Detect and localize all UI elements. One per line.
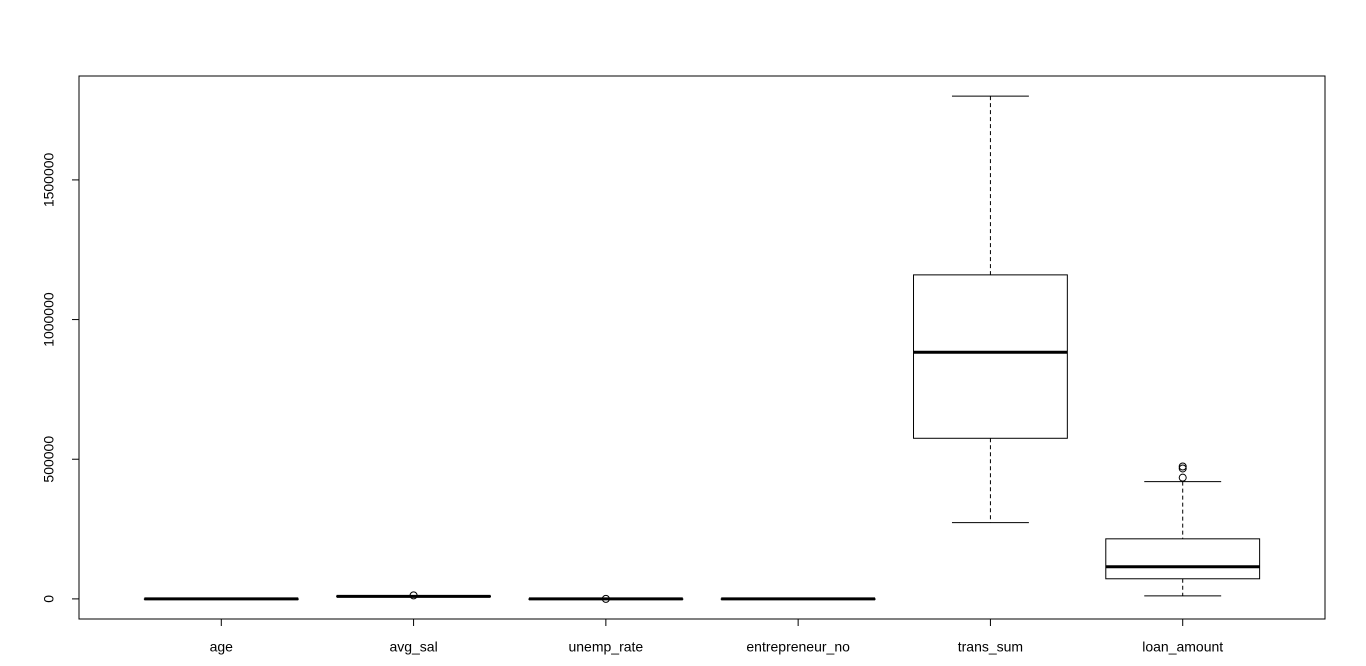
x-tick-label: trans_sum xyxy=(958,639,1023,655)
y-tick-label: 1000000 xyxy=(41,292,57,347)
box xyxy=(1105,538,1261,580)
outlier xyxy=(601,594,610,603)
y-tick-label: 1500000 xyxy=(41,152,57,207)
outlier xyxy=(1178,462,1187,471)
box xyxy=(913,274,1068,439)
y-tick-label: 0 xyxy=(41,595,57,603)
y-tick-label: 500000 xyxy=(41,436,57,483)
x-tick-label: avg_sal xyxy=(389,639,437,655)
x-tick-label: unemp_rate xyxy=(568,639,643,655)
x-tick-label: loan_amount xyxy=(1142,639,1223,655)
outlier xyxy=(1178,464,1187,473)
plot-frame xyxy=(78,75,1326,620)
x-tick-label: entrepreneur_no xyxy=(746,639,850,655)
outlier xyxy=(1178,473,1187,482)
x-tick-label: age xyxy=(210,639,234,655)
outlier xyxy=(409,591,418,600)
